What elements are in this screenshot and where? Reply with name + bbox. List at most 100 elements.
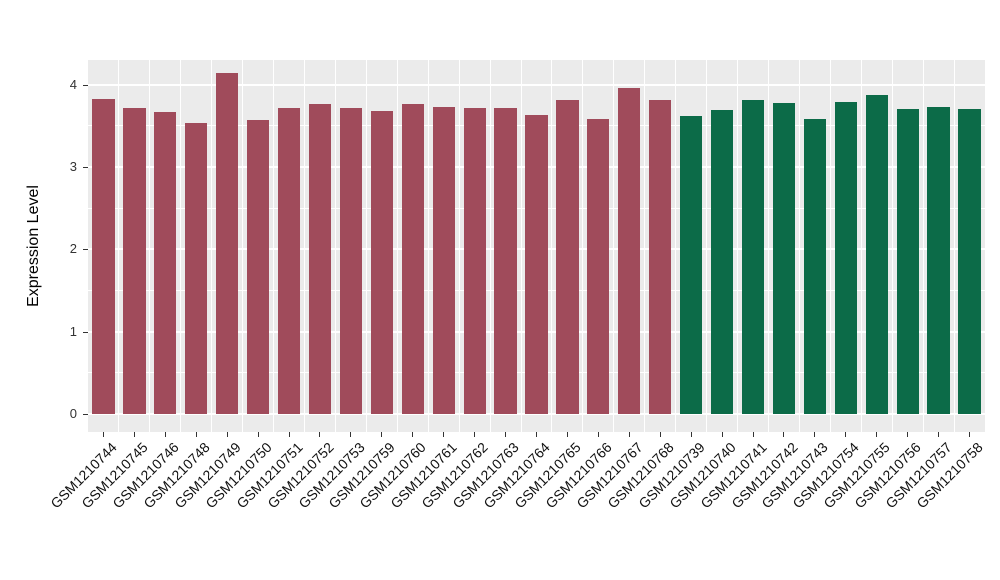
x-tick-mark: [938, 432, 940, 437]
vertical-gridline: [613, 60, 615, 432]
vertical-gridline: [211, 60, 213, 432]
x-tick-mark: [381, 432, 383, 437]
x-tick-mark: [195, 432, 197, 437]
bar: [618, 88, 641, 414]
x-tick-mark: [288, 432, 290, 437]
x-tick-mark: [783, 432, 785, 437]
y-tick-label: 1: [69, 323, 77, 339]
vertical-gridline: [149, 60, 151, 432]
bar: [896, 108, 919, 414]
vertical-gridline: [489, 60, 491, 432]
bar: [772, 102, 796, 414]
bar: [556, 100, 579, 414]
major-gridline: [88, 413, 985, 415]
major-gridline: [88, 83, 985, 86]
vertical-gridline: [180, 60, 182, 432]
x-tick-mark: [257, 432, 259, 437]
bar: [370, 111, 393, 414]
vertical-gridline: [737, 60, 739, 432]
bar: [401, 103, 424, 414]
x-tick-mark: [412, 432, 414, 437]
vertical-gridline: [829, 60, 831, 432]
chart-panel: [88, 60, 985, 432]
x-tick-mark: [505, 432, 507, 437]
x-tick-mark: [536, 432, 537, 437]
x-tick-mark: [752, 432, 754, 437]
x-tick-mark: [164, 432, 166, 437]
x-tick-mark: [350, 432, 352, 437]
x-tick-mark: [845, 432, 847, 437]
vertical-gridline: [118, 60, 120, 432]
vertical-gridline: [953, 60, 955, 432]
bar: [587, 119, 610, 414]
x-tick-mark: [969, 432, 971, 437]
vertical-gridline: [304, 60, 306, 432]
bar: [154, 111, 177, 414]
x-tick-mark: [659, 432, 661, 437]
bar: [92, 98, 115, 414]
vertical-gridline: [891, 60, 893, 432]
vertical-gridline: [644, 60, 646, 432]
y-tick-label: 3: [69, 159, 77, 175]
x-tick-mark: [690, 432, 692, 437]
x-tick-mark: [721, 432, 723, 437]
vertical-gridline: [860, 60, 862, 432]
vertical-gridline: [396, 60, 398, 432]
y-tick-mark: [83, 167, 88, 169]
x-tick-mark: [876, 432, 878, 437]
vertical-gridline: [458, 60, 460, 432]
vertical-gridline: [798, 60, 800, 432]
vertical-gridline: [365, 60, 367, 432]
x-tick-mark: [102, 432, 104, 437]
bar: [463, 107, 486, 414]
bar: [958, 109, 981, 414]
vertical-gridline: [520, 60, 522, 432]
bar: [649, 100, 672, 414]
y-tick-mark: [83, 414, 88, 415]
bar: [277, 107, 301, 414]
y-tick-label: 2: [69, 241, 77, 257]
vertical-gridline: [922, 60, 924, 432]
bar: [339, 107, 363, 414]
bar: [308, 103, 332, 414]
x-tick-mark: [133, 432, 135, 437]
y-tick-mark: [83, 331, 88, 333]
bar: [680, 116, 703, 414]
x-tick-mark: [226, 432, 228, 437]
bar: [525, 115, 548, 414]
vertical-gridline: [675, 60, 677, 432]
x-tick-mark: [628, 432, 630, 437]
x-tick-mark: [907, 432, 909, 437]
y-tick-mark: [83, 84, 88, 86]
bar: [494, 107, 517, 414]
x-tick-mark: [474, 432, 476, 437]
y-tick-label: 0: [69, 406, 77, 421]
vertical-gridline: [334, 60, 336, 432]
vertical-gridline: [582, 60, 584, 432]
x-tick-mark: [814, 432, 816, 437]
bar: [185, 123, 208, 414]
vertical-gridline: [551, 60, 553, 432]
bar: [865, 94, 888, 414]
x-tick-mark: [566, 432, 568, 437]
bar: [123, 107, 146, 414]
y-tick-label: 4: [69, 76, 77, 92]
bar: [803, 119, 826, 414]
bar: [432, 107, 455, 414]
vertical-gridline: [273, 60, 275, 432]
bar: [834, 102, 857, 414]
x-tick-mark: [443, 432, 445, 437]
bar: [710, 110, 734, 414]
bar: [741, 99, 765, 414]
x-tick-mark: [319, 432, 321, 437]
vertical-gridline: [242, 60, 244, 432]
vertical-gridline: [427, 60, 429, 432]
bar: [246, 120, 270, 414]
vertical-gridline: [706, 60, 708, 432]
x-tick-mark: [597, 432, 599, 437]
bar: [927, 107, 950, 414]
vertical-gridline: [767, 60, 769, 432]
y-tick-mark: [83, 249, 88, 251]
bar: [216, 73, 239, 414]
